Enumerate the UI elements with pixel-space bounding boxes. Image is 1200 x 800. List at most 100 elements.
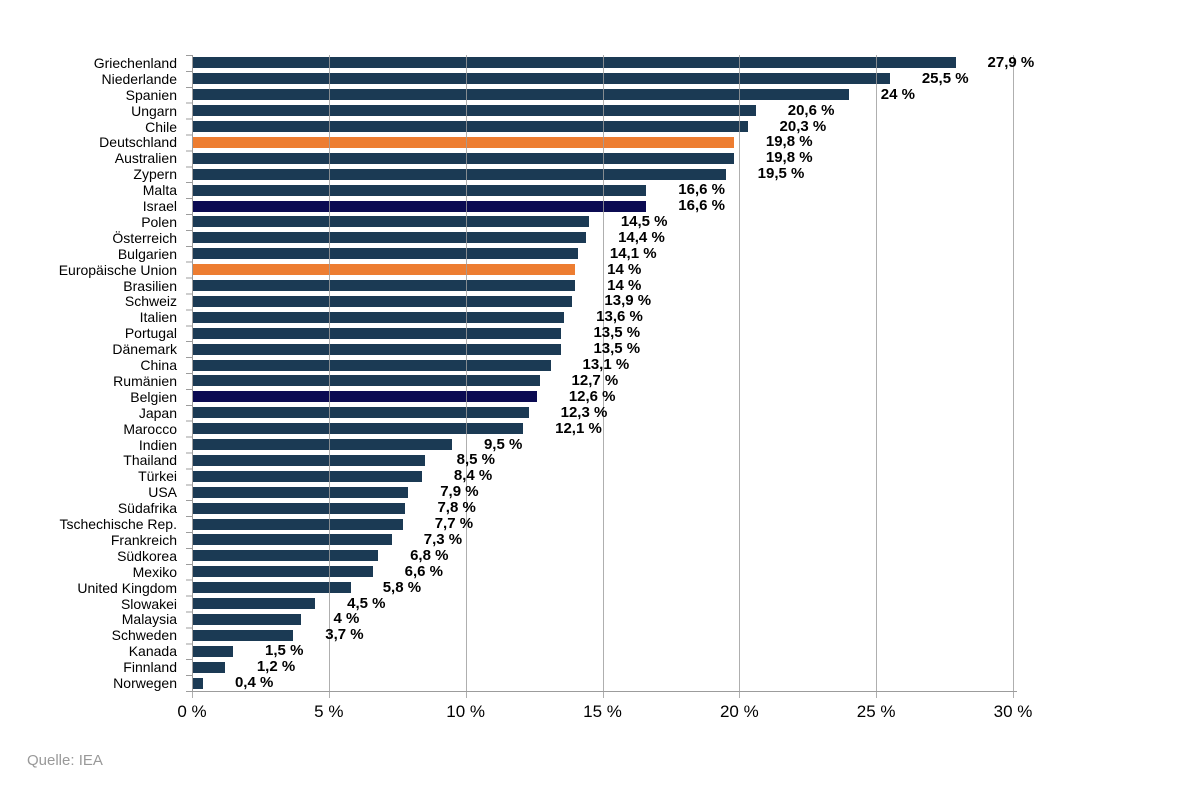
value-label: 20,6 % [787,101,835,119]
x-axis-tick [192,691,193,698]
bar-mexiko [192,566,373,578]
value-label: 8,5 % [456,451,495,469]
category-label: Slowakei [120,595,177,612]
value-label: 7,9 % [440,483,479,501]
category-label: Österreich [112,229,177,246]
category-label: Chile [145,118,177,135]
value-label: 14 % [607,276,642,294]
value-label: 8,4 % [453,467,493,485]
y-axis-ticks [186,55,192,692]
category-label: Australien [114,150,177,167]
value-label: 14,1 % [609,244,657,262]
source-note: Quelle: IEA [27,752,103,769]
gridline [1013,55,1014,698]
bar-thailand [192,454,425,466]
bar-japan [192,407,529,419]
value-label: 1,5 % [265,642,304,660]
category-label: Malaysia [121,611,177,628]
value-label: 13,5 % [593,340,641,358]
x-axis-tick-label: 25 % [856,702,896,721]
category-label: Belgien [130,388,177,405]
bar-brasilien [192,280,576,292]
bar-tschechische-rep- [192,518,403,530]
value-label: 12,7 % [571,371,619,389]
x-axis-tick-label: 30 % [993,702,1033,721]
category-label: Türkei [138,468,177,485]
value-label: 7,3 % [423,530,463,548]
bar-malaysia [192,613,302,625]
category-label: Brasilien [123,277,177,294]
bar-niederlande [192,73,890,85]
bar-finnland [192,661,225,673]
bar-belgien [192,391,537,403]
bar-europ-ische-union [192,264,576,276]
category-label: Frankreich [110,531,177,548]
bar-israel [192,200,647,212]
category-label: Tschechische Rep. [59,516,177,533]
bar-italien [192,311,565,323]
category-label: Griechenland [93,54,177,71]
value-label: 19,8 % [765,133,813,151]
bar-deutschland [192,136,734,148]
value-label: 7,8 % [437,499,476,517]
gridline [465,55,467,698]
value-label: 13,9 % [604,292,652,310]
value-label: 7,7 % [434,515,474,533]
category-label: Israel [142,198,177,215]
gridline [876,55,878,698]
bar-schweiz [192,295,573,307]
category-label: Südafrika [117,500,177,517]
value-label: 6,6 % [404,562,443,580]
value-label: 20,3 % [779,117,827,135]
value-label: 14,5 % [620,212,668,230]
bar-s-dkorea [192,550,379,562]
x-axis-tick-label: 10 % [446,702,486,721]
bar-slowakei [192,598,316,610]
value-label: 25,5 % [921,69,969,87]
category-label: Malta [142,182,177,199]
bar-schweden [192,629,294,641]
category-label: Südkorea [117,547,177,564]
category-label: Bulgarien [117,245,177,262]
bar-zypern [192,168,726,180]
category-label: Kanada [128,643,177,660]
category-label: Finnland [123,659,177,676]
category-label: Mexiko [132,563,177,580]
bar-ungarn [192,105,756,117]
value-label: 12,3 % [560,403,608,421]
value-label: 16,6 % [678,197,725,215]
value-label: 9,5 % [483,435,523,453]
category-label: Schweden [111,627,177,644]
bar-s-dafrika [192,502,406,514]
category-label: USA [148,484,177,501]
gridline [328,55,330,698]
value-label: 3,7 % [325,626,364,644]
bar-bulgarien [192,248,578,260]
bar-usa [192,486,409,498]
bar-chile [192,121,748,133]
category-label: Europäische Union [58,261,177,278]
value-label: 4 % [333,610,360,628]
category-label: United Kingdom [77,579,177,596]
value-label: 4,5 % [347,594,386,612]
bar-rum-nien [192,375,540,387]
bar-portugal [192,327,562,339]
category-label: Ungarn [131,102,177,119]
value-label: 14,4 % [618,228,665,246]
value-label: 13,1 % [582,356,630,374]
value-label: 19,8 % [765,149,813,167]
bar-indien [192,439,452,451]
category-label: Italien [139,309,177,326]
bar-kanada [192,645,234,657]
category-label: Marocco [123,420,177,437]
value-label: 27,9 % [987,53,1035,71]
bar-frankreich [192,534,392,546]
gridline [602,55,604,698]
value-label: 14 % [607,260,642,278]
category-label: Zypern [133,166,177,183]
value-label: 12,6 % [568,387,616,405]
bar-polen [192,216,589,228]
category-label: Dänemark [112,341,177,358]
bar-australien [192,152,734,164]
